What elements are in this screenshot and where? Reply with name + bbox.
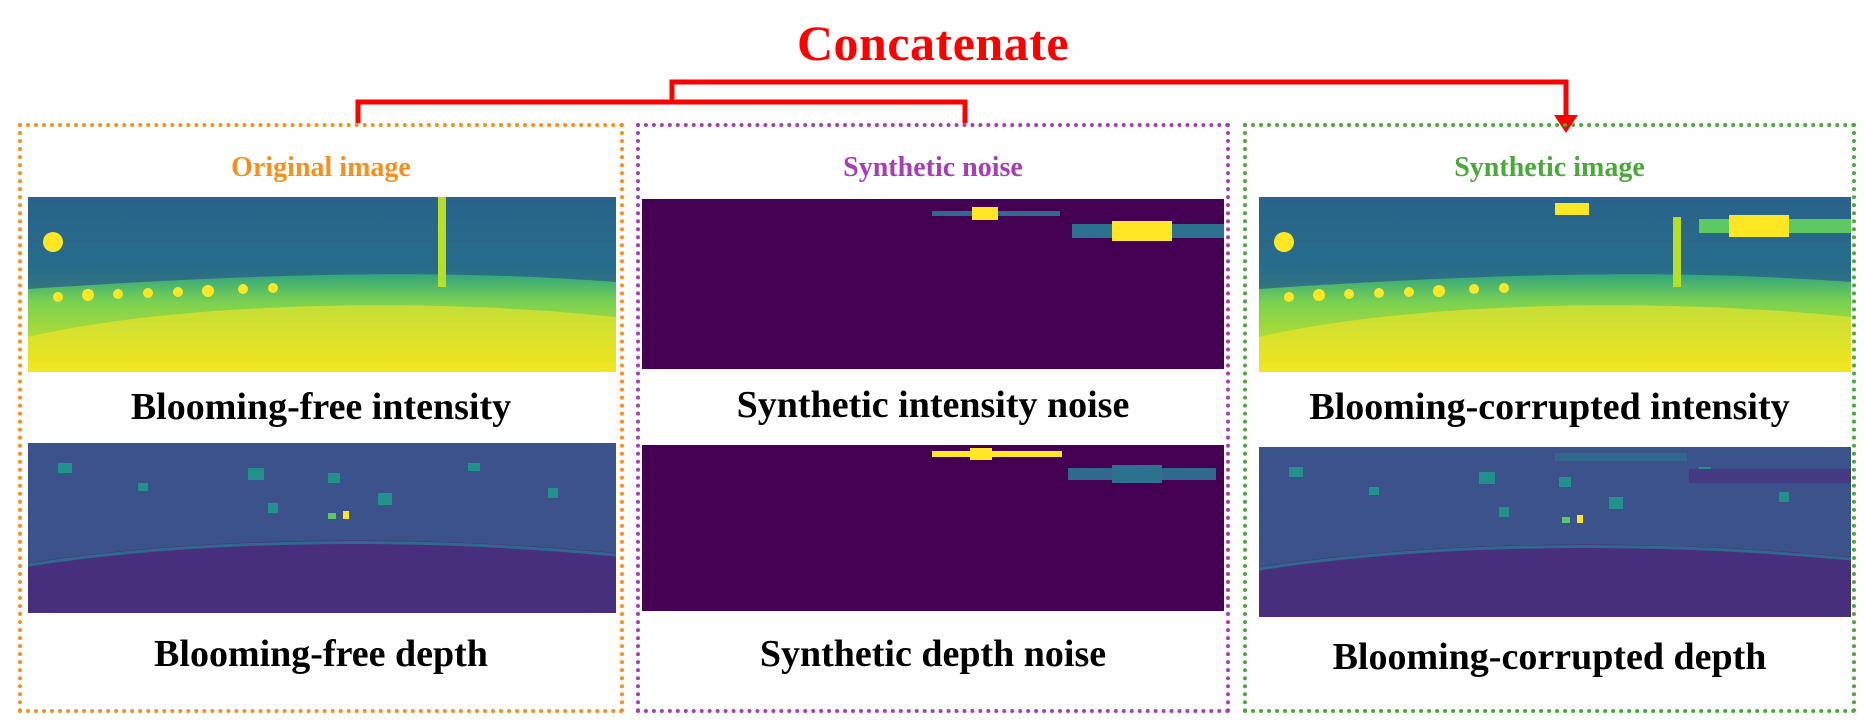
blooming-corrupted-intensity-image <box>1259 197 1851 372</box>
blooming-free-depth-caption: Blooming-free depth <box>154 633 488 675</box>
concat-merge-line <box>669 79 1569 118</box>
synthetic-image-panel: Synthetic image Blooming-corrupted inten… <box>1243 123 1856 713</box>
blooming-corrupted-intensity-caption: Blooming-corrupted intensity <box>1309 386 1790 428</box>
blooming-corrupted-depth-caption: Blooming-corrupted depth <box>1332 636 1767 678</box>
blooming-free-intensity-image <box>28 197 616 372</box>
blooming-corrupted-depth-image <box>1259 447 1851 617</box>
synthetic-image-title: Synthetic image <box>1454 152 1645 183</box>
synthetic-intensity-noise-caption: Synthetic intensity noise <box>736 384 1130 426</box>
original-branch-line <box>355 99 968 123</box>
synthetic-depth-noise-caption: Synthetic depth noise <box>759 633 1107 675</box>
synthetic-noise-title: Synthetic noise <box>843 152 1023 183</box>
original-image-panel: Original image Blooming-free intensity <box>18 123 624 713</box>
synthetic-depth-noise-image <box>642 445 1224 611</box>
synthetic-noise-panel: Synthetic noise Synthetic intensity nois… <box>636 123 1230 713</box>
original-image-title: Original image <box>231 152 411 183</box>
synthetic-intensity-noise-image <box>642 199 1224 369</box>
blooming-free-intensity-caption: Blooming-free intensity <box>130 386 512 428</box>
concatenate-label: Concatenate <box>796 15 1070 71</box>
blooming-free-depth-image <box>28 443 616 613</box>
